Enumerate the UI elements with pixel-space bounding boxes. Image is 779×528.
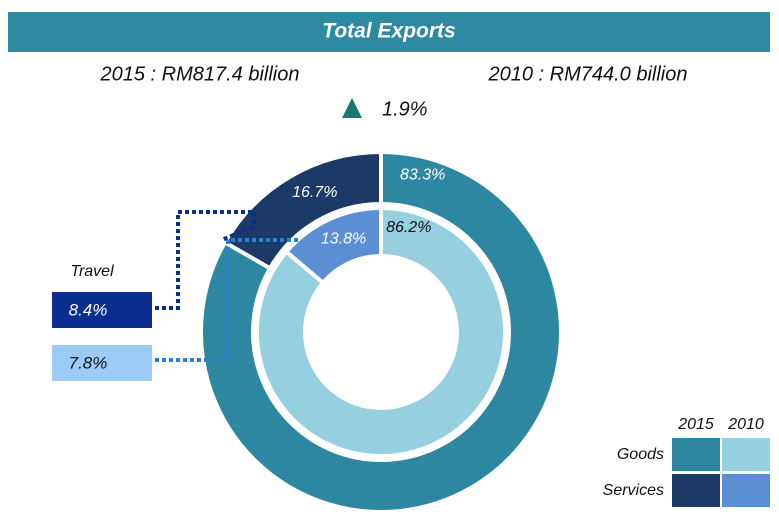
donut-segment: [283, 205, 383, 286]
travel-box: [52, 292, 152, 328]
donut-segment: [255, 205, 507, 458]
legend-header: 2010: [727, 416, 764, 433]
legend-swatch: [722, 474, 770, 507]
callout-line: [155, 238, 300, 362]
travel-box: [52, 345, 152, 381]
growth-arrow: [342, 98, 362, 118]
value-label: 13.8%: [321, 230, 366, 247]
title-bar: [8, 12, 770, 52]
value-label: 86.2%: [386, 219, 431, 236]
subtitle: 2010 : RM744.0 billion: [487, 63, 687, 85]
travel-label: Travel: [70, 263, 114, 280]
legend-swatch: [672, 474, 720, 507]
callout-line: [155, 210, 256, 310]
value-label: 16.7%: [292, 184, 337, 201]
legend-header: 2015: [677, 416, 714, 433]
value-label: 83.3%: [400, 167, 445, 184]
legend-label: Goods: [617, 446, 664, 463]
chart-title: Total Exports: [322, 20, 455, 43]
subtitle: 2015 : RM817.4 billion: [99, 63, 299, 85]
legend-swatch: [722, 438, 770, 471]
legend-label: Services: [603, 482, 664, 499]
legend-swatch: [672, 438, 720, 471]
travel-value: 7.8%: [69, 353, 108, 372]
growth-label: 1.9%: [382, 98, 428, 120]
travel-value: 8.4%: [69, 300, 108, 319]
donut-segment: [199, 149, 563, 514]
